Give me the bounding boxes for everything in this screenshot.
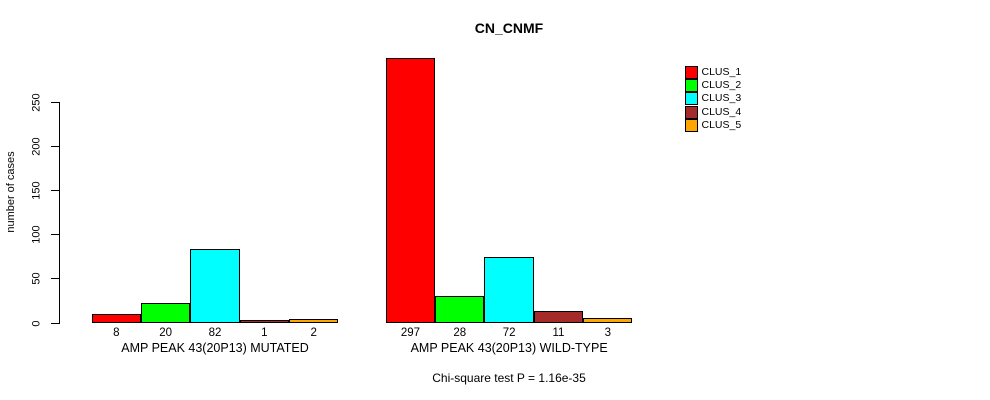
bar-value-label: 11	[552, 326, 565, 339]
bar	[190, 248, 240, 323]
bar	[435, 296, 485, 323]
legend-swatch	[685, 92, 698, 106]
y-axis-line	[59, 102, 60, 324]
legend-label: CLUS_2	[701, 78, 742, 91]
bar	[141, 303, 191, 323]
bar-value-label: 2	[310, 326, 317, 339]
bar-value-label: 20	[159, 326, 173, 339]
y-tick	[51, 234, 59, 236]
legend-label: CLUS_5	[701, 119, 742, 132]
y-tick-label: 0	[30, 319, 43, 327]
bar-value-label: 297	[400, 326, 421, 339]
bar	[583, 318, 633, 323]
bar	[91, 313, 142, 323]
y-tick	[51, 322, 59, 324]
y-axis-label: number of cases	[5, 151, 17, 233]
legend-swatch	[685, 65, 698, 79]
bar-value-label: 8	[113, 326, 120, 339]
bar	[385, 58, 436, 323]
category-label: AMP PEAK 43(20P13) MUTATED	[121, 341, 309, 355]
bar-value-label: 28	[453, 326, 467, 339]
legend-swatch	[685, 78, 698, 92]
y-tick	[51, 278, 59, 280]
legend-label: CLUS_4	[701, 105, 742, 118]
legend-label: CLUS_3	[701, 92, 742, 105]
y-tick-label: 250	[30, 92, 43, 112]
bar	[533, 311, 584, 323]
y-tick-label: 50	[30, 272, 43, 285]
y-tick	[51, 101, 59, 103]
y-tick	[51, 145, 59, 147]
y-tick	[51, 189, 59, 191]
legend-swatch	[685, 119, 698, 133]
y-tick-label: 150	[30, 181, 43, 200]
legend-label: CLUS_1	[701, 65, 742, 78]
bar-value-label: 72	[502, 326, 516, 339]
y-tick-label: 100	[30, 225, 43, 244]
y-tick-label: 200	[30, 137, 43, 156]
bar-value-label: 1	[261, 326, 268, 339]
bar	[289, 319, 339, 323]
bar-value-label: 3	[604, 326, 611, 339]
chi-square-note: Chi-square test P = 1.16e-35	[432, 371, 586, 385]
legend-swatch	[685, 105, 698, 119]
bar	[484, 257, 534, 323]
chart-title: CN_CNMF	[474, 20, 544, 36]
bar-value-label: 82	[208, 326, 222, 339]
bar	[239, 320, 290, 323]
category-label: AMP PEAK 43(20P13) WILD-TYPE	[410, 341, 608, 355]
